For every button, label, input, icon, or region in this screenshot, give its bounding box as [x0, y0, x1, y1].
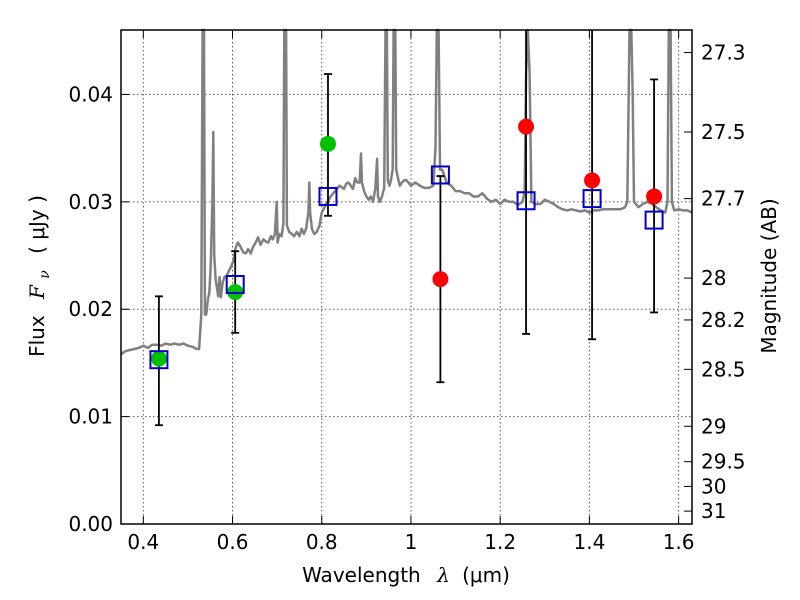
observed-flux-point — [584, 172, 601, 189]
error-bar-layer — [154, 30, 659, 427]
grid-lines — [121, 30, 692, 524]
y2-tick-label: 30 — [701, 474, 726, 498]
y2-tick-label: 28.5 — [701, 357, 746, 381]
model-flux-square — [318, 186, 338, 206]
model-flux-square — [430, 165, 450, 185]
observed-flux-point — [150, 350, 167, 367]
x-axis-label: Wavelength λ (μm) — [302, 563, 510, 587]
y-tick-label: 0.02 — [68, 297, 113, 321]
x-tick-label: 1.2 — [484, 530, 516, 554]
marker-layer — [149, 118, 664, 370]
model-spectrum-line — [120, 28, 693, 356]
observed-flux-point — [646, 188, 663, 205]
model-flux-square — [516, 191, 536, 211]
observed-flux-point — [432, 271, 449, 288]
y-tick-label: 0.04 — [68, 82, 113, 106]
x-tick-label: 1 — [405, 530, 418, 554]
model-flux-square — [582, 189, 602, 209]
model-flux-square — [644, 210, 664, 230]
y2-tick-label: 27.5 — [701, 120, 746, 144]
y-tick-label: 0.00 — [68, 512, 113, 536]
y-axis-label-symbol: F — [25, 284, 49, 300]
observed-flux-point — [518, 118, 535, 135]
y2-tick-label: 28 — [701, 266, 726, 290]
model-spectrum-layer — [120, 28, 693, 356]
x-axis-label-unit: (μm) — [462, 563, 510, 587]
y-tick-label: 0.03 — [68, 190, 113, 214]
x-tick-label: 1.6 — [663, 530, 695, 554]
x-axis-label-symbol: λ — [436, 563, 450, 587]
x-axis-label-main: Wavelength — [302, 563, 421, 587]
y-axis-label-subscript: ν — [37, 270, 53, 279]
x-tick-label: 1.4 — [573, 530, 605, 554]
observed-flux-point — [319, 135, 336, 152]
x-tick-label: 0.4 — [127, 530, 159, 554]
model-flux-square — [149, 350, 169, 370]
y2-tick-label: 28.2 — [701, 308, 746, 332]
y2-tick-label: 27.3 — [701, 41, 746, 65]
model-flux-square — [225, 275, 245, 295]
y2-tick-label: 29.5 — [701, 450, 746, 474]
y2-axis-label: Magnitude (AB) — [757, 198, 781, 353]
y-axis-label-unit: ( μJy ) — [25, 195, 49, 254]
y-tick-label: 0.01 — [68, 405, 113, 429]
x-tick-label: 0.8 — [306, 530, 338, 554]
x-tick-label: 0.6 — [217, 530, 249, 554]
y2-tick-label: 27.7 — [701, 187, 746, 211]
x-axis-ticks: 0.4 0.6 0.8 1 1.2 1.4 1.6 — [127, 30, 695, 554]
y-axis-label: Flux F ν ( μJy ) — [25, 195, 54, 357]
y2-tick-label: 31 — [701, 499, 726, 523]
y-axis-label-main: Flux — [25, 315, 49, 357]
y2-tick-label: 29 — [701, 414, 726, 438]
y-axis-ticks: 0.00 0.01 0.02 0.03 0.04 — [68, 82, 129, 536]
plot-frame — [120, 29, 693, 525]
